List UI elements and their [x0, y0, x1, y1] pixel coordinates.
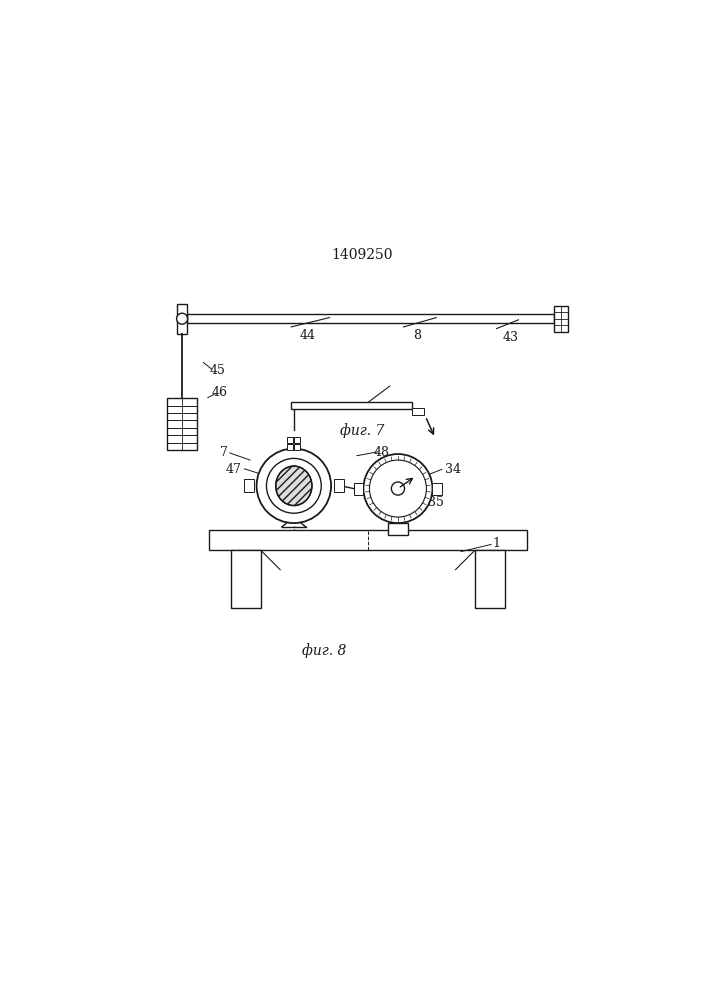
Text: 46: 46 [212, 386, 228, 399]
Text: 7: 7 [220, 446, 228, 459]
Bar [354, 483, 363, 495]
Text: 43: 43 [502, 331, 518, 344]
Bar [294, 437, 300, 443]
Circle shape [257, 449, 331, 523]
Text: фиг. 7: фиг. 7 [340, 424, 385, 438]
Text: 1409250: 1409250 [332, 248, 393, 262]
Bar [387, 523, 409, 535]
Text: фиг. 8: фиг. 8 [302, 643, 346, 658]
Circle shape [363, 454, 433, 523]
Text: 45: 45 [209, 364, 225, 377]
Text: 48: 48 [373, 446, 390, 459]
Text: 47: 47 [226, 463, 242, 476]
Bar [554, 306, 568, 332]
Text: 1: 1 [493, 537, 501, 550]
Bar [187, 314, 554, 323]
Bar [334, 479, 344, 492]
Circle shape [267, 458, 321, 513]
Circle shape [177, 313, 187, 324]
Bar [231, 550, 261, 608]
Circle shape [370, 460, 426, 517]
Text: 35: 35 [428, 496, 444, 509]
Text: 34: 34 [445, 463, 461, 476]
Bar [167, 398, 197, 450]
Bar [177, 304, 187, 334]
Text: 8: 8 [413, 329, 421, 342]
Bar [294, 444, 300, 450]
Bar [433, 483, 443, 495]
Bar [287, 444, 293, 450]
Bar [244, 479, 254, 492]
Bar [411, 408, 423, 415]
Circle shape [392, 482, 404, 495]
Text: 44: 44 [300, 329, 315, 342]
Bar [287, 437, 293, 443]
Bar [474, 550, 505, 608]
Bar [291, 402, 411, 409]
Bar [209, 530, 527, 550]
Ellipse shape [276, 466, 312, 506]
